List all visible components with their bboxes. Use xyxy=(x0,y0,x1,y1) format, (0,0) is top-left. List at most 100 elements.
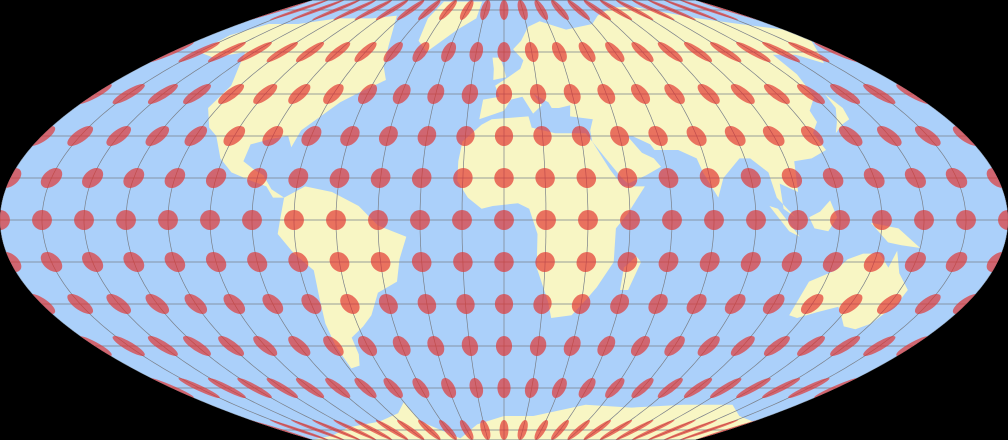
tissot-indicatrix xyxy=(123,252,145,272)
tissot-indicatrix xyxy=(730,336,755,356)
tissot-indicatrix xyxy=(497,378,511,398)
tissot-indicatrix xyxy=(762,126,785,146)
tissot-indicatrix xyxy=(567,0,590,20)
tissot-indicatrix xyxy=(863,336,896,356)
tissot-indicatrix xyxy=(863,84,896,104)
tissot-indicatrix xyxy=(686,126,707,146)
tissot-indicatrix xyxy=(904,168,926,188)
tissot-indicatrix xyxy=(329,252,350,272)
tissot-indicatrix xyxy=(632,0,675,20)
tissot-indicatrix xyxy=(288,168,309,188)
tissot-indicatrix xyxy=(617,168,638,188)
tissot-indicatrix xyxy=(630,336,651,356)
tissot-indicatrix xyxy=(863,252,885,272)
tissot-indicatrix xyxy=(616,0,654,20)
tissot-indicatrix xyxy=(205,168,227,188)
tissot-indicatrix xyxy=(397,0,425,20)
tissot-indicatrix xyxy=(583,0,611,20)
tissot-indicatrix xyxy=(664,84,685,104)
tissot-indicatrix xyxy=(578,42,596,62)
tissot-indicatrix xyxy=(551,378,567,398)
tissot-indicatrix xyxy=(106,126,132,146)
tissot-indicatrix xyxy=(524,42,539,62)
tissot-indicatrix xyxy=(648,420,696,440)
tissot-indicatrix xyxy=(178,42,220,62)
tissot-indicatrix xyxy=(657,378,683,398)
tissot-indicatrix xyxy=(648,0,696,20)
tissot-indicatrix xyxy=(597,84,616,104)
tissot-indicatrix xyxy=(456,294,475,314)
tissot-indicatrix xyxy=(914,126,941,146)
tissot-indicatrix xyxy=(354,0,392,20)
tissot-indicatrix xyxy=(370,252,391,272)
tissot-indicatrix xyxy=(164,168,186,188)
tissot-indicatrix xyxy=(439,0,457,20)
tissot-indicatrix xyxy=(312,0,360,20)
tissot-indicatrix xyxy=(412,42,430,62)
tissot-indicatrix xyxy=(383,42,403,62)
tissot-indicatrix xyxy=(788,210,808,230)
tissot-indicatrix xyxy=(699,252,720,272)
tissot-indicatrix xyxy=(301,126,322,146)
tissot-indicatrix xyxy=(535,252,555,272)
tissot-indicatrix xyxy=(184,126,208,146)
tissot-indicatrix xyxy=(205,252,227,272)
tissot-indicatrix xyxy=(439,420,457,440)
tissot-indicatrix xyxy=(746,210,766,230)
tissot-indicatrix xyxy=(392,336,411,356)
tissot-indicatrix xyxy=(762,42,801,62)
tissot-indicatrix xyxy=(158,210,178,230)
tissot-indicatrix xyxy=(269,420,328,440)
tissot-indicatrix xyxy=(822,252,844,272)
tissot-indicatrix xyxy=(291,420,344,440)
tissot-indicatrix xyxy=(571,294,591,314)
tissot-indicatrix xyxy=(494,252,514,272)
tissot-indicatrix xyxy=(295,378,325,398)
tissot-indicatrix xyxy=(207,42,246,62)
tissot-indicatrix xyxy=(610,294,630,314)
tissot-indicatrix xyxy=(529,84,547,104)
tissot-indicatrix xyxy=(683,42,713,62)
tissot-indicatrix xyxy=(709,42,742,62)
tissot-indicatrix xyxy=(662,210,682,230)
tissot-indicatrix xyxy=(904,252,926,272)
tissot-indicatrix xyxy=(340,126,360,146)
tissot-indicatrix xyxy=(266,42,299,62)
tissot-indicatrix xyxy=(709,378,742,398)
tissot-indicatrix xyxy=(370,168,391,188)
tissot-indicatrix xyxy=(411,252,432,272)
tissot-indicatrix xyxy=(269,0,328,20)
tissot-indicatrix xyxy=(288,84,311,104)
tissot-indicatrix xyxy=(524,378,539,398)
tissot-indicatrix xyxy=(563,336,581,356)
tissot-indicatrix xyxy=(632,420,675,440)
tissot-indicatrix xyxy=(762,378,801,398)
tissot-indicatrix xyxy=(242,210,262,230)
tissot-indicatrix xyxy=(686,294,707,314)
tissot-indicatrix xyxy=(533,126,552,146)
tissot-indicatrix xyxy=(648,126,668,146)
tissot-indicatrix xyxy=(724,126,746,146)
tissot-indicatrix xyxy=(788,378,830,398)
tissot-indicatrix xyxy=(680,0,739,20)
tissot-indicatrix xyxy=(763,336,790,356)
tissot-indicatrix xyxy=(183,336,211,356)
tissot-indicatrix xyxy=(375,0,409,20)
tissot-indicatrix xyxy=(67,126,94,146)
tissot-indicatrix xyxy=(312,420,360,440)
tissot-indicatrix xyxy=(368,210,388,230)
tissot-indicatrix xyxy=(658,252,679,272)
tissot-indicatrix xyxy=(599,0,633,20)
tissot-indicatrix xyxy=(145,126,170,146)
tissot-indicatrix xyxy=(418,0,441,20)
tissot-indicatrix xyxy=(147,84,178,104)
tissot-indicatrix xyxy=(497,42,511,62)
tissot-indicatrix xyxy=(730,84,755,104)
tissot-indicatrix xyxy=(354,378,377,398)
tissot-indicatrix xyxy=(517,420,528,440)
tissot-indicatrix xyxy=(357,84,378,104)
tissot-indicatrix xyxy=(610,126,630,146)
tissot-indicatrix xyxy=(207,378,246,398)
tissot-indicatrix xyxy=(648,294,668,314)
tissot-indicatrix xyxy=(657,42,683,62)
